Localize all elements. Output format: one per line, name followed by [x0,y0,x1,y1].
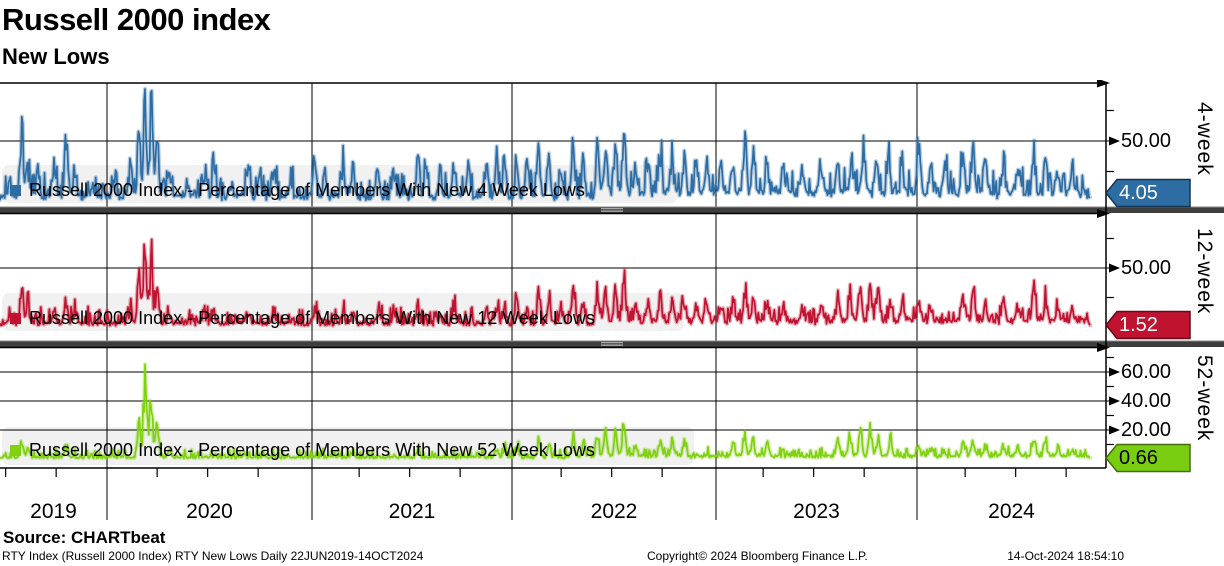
legend-text: Russell 2000 Index - Percentage of Membe… [29,440,595,460]
x-axis-year-label: 2020 [186,500,233,523]
panel-gridlines-12-week [0,237,1120,299]
y-tick-label: 20.00 [1121,419,1172,441]
panel-resize-grip[interactable] [601,342,623,346]
footer-copyright: Copyright© 2024 Bloomberg Finance L.P. [647,549,868,563]
x-axis-year-label: 2024 [988,500,1035,523]
chart-canvas [0,80,1224,520]
legend-text: Russell 2000 Index - Percentage of Membe… [29,180,585,200]
x-axis-year-label: 2019 [30,500,77,523]
legend-item-12-week: Russell 2000 Index - Percentage of Membe… [10,308,595,329]
legend-item-52-week: Russell 2000 Index - Percentage of Membe… [10,440,595,461]
legend-swatch-icon [10,185,21,196]
last-value-badge-52-week [1105,443,1191,473]
panel-label-52-week: 52-week [1193,355,1216,442]
last-value-badge-4-week [1105,178,1191,208]
legend-swatch-icon [10,445,21,456]
legend-text: Russell 2000 Index - Percentage of Membe… [29,308,595,328]
page-title: Russell 2000 index [2,2,271,37]
axes [0,80,1110,477]
footer-ticker-info: RTY Index (Russell 2000 Index) RTY New L… [2,549,424,563]
series-line-52-week [0,362,1093,461]
y-tick-label: 40.00 [1121,390,1172,412]
legend-item-4-week: Russell 2000 Index - Percentage of Membe… [10,180,585,201]
x-axis-year-label: 2022 [590,500,638,523]
panel-gridlines-4-week [0,109,1120,173]
last-value-label-4-week: 4.05 [1119,181,1158,204]
legend-swatch-icon [10,313,21,324]
y-tick-label: 50.00 [1121,257,1172,279]
panel-label-12-week: 12-week [1193,228,1216,315]
page-subtitle: New Lows [2,44,110,69]
series-line-12-week [0,237,1093,328]
source-line: Source: CHARTbeat [3,528,166,547]
last-value-label-52-week: 0.66 [1119,446,1158,469]
panel-resize-grip[interactable] [601,208,623,212]
y-tick-label: 60.00 [1121,361,1172,383]
last-value-label-12-week: 1.52 [1119,313,1158,336]
panel-gridlines-52-week [0,356,1120,446]
panel-separator-bar [0,206,1224,213]
panel-label-4-week: 4-week [1193,102,1216,176]
series-line-4-week [0,86,1093,203]
x-axis-year-label: 2023 [793,500,840,523]
x-axis-year-label: 2021 [388,500,436,523]
last-value-badge-12-week [1105,310,1191,340]
panel-separator-bar [0,340,1224,347]
y-tick-label: 50.00 [1121,130,1172,152]
footer-timestamp: 14-Oct-2024 18:54:10 [1007,549,1124,563]
